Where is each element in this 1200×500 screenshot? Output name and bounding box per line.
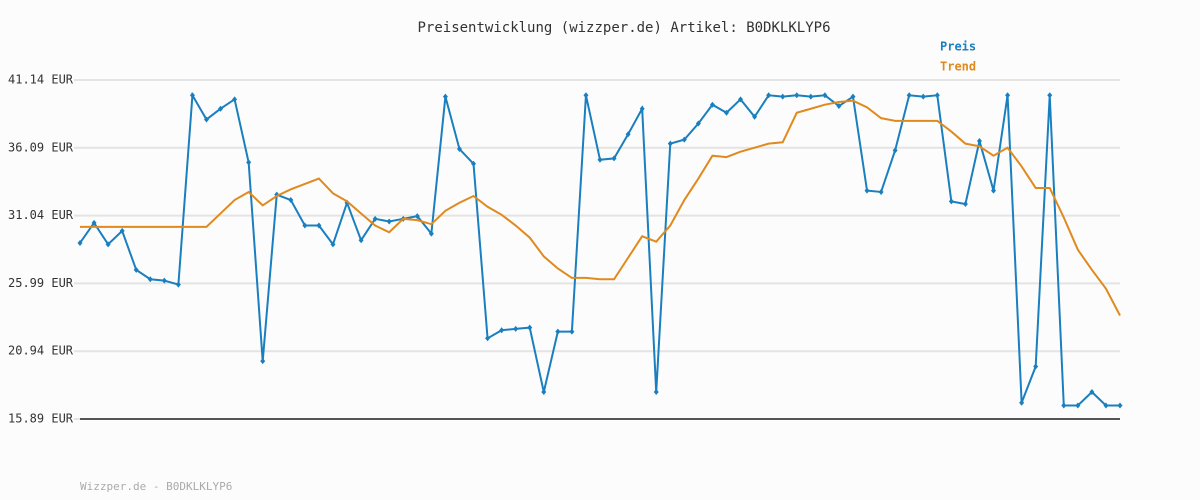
point: [850, 93, 856, 100]
y-tick-label: 41.14 EUR: [8, 73, 74, 87]
point: [189, 92, 195, 99]
point: [1075, 402, 1081, 409]
point: [878, 188, 884, 195]
point: [681, 136, 687, 143]
point: [1019, 399, 1025, 406]
point: [105, 241, 111, 248]
y-tick-label: 20.94 EUR: [8, 344, 74, 358]
point: [260, 358, 266, 365]
point: [77, 239, 83, 246]
point: [386, 218, 392, 225]
point: [527, 324, 533, 331]
point: [794, 92, 800, 99]
point: [864, 187, 870, 194]
y-tick-label: 31.04 EUR: [8, 208, 74, 222]
point: [499, 327, 505, 334]
point: [456, 146, 462, 153]
point: [133, 266, 139, 273]
point: [934, 92, 940, 99]
point: [555, 328, 561, 335]
point: [218, 105, 224, 112]
point: [752, 113, 758, 120]
point: [723, 109, 729, 116]
point: [1061, 402, 1067, 409]
point: [583, 92, 589, 99]
point: [302, 222, 308, 229]
point: [119, 227, 125, 234]
point: [667, 140, 673, 147]
point: [822, 92, 828, 99]
point: [513, 325, 519, 332]
point: [611, 155, 617, 162]
point: [1103, 402, 1109, 409]
line: [80, 99, 1121, 316]
point: [597, 156, 603, 163]
point: [639, 105, 645, 112]
point: [246, 159, 252, 166]
point: [316, 222, 322, 229]
point: [203, 116, 209, 123]
point: [428, 230, 434, 237]
point: [1033, 363, 1039, 370]
point: [161, 277, 167, 284]
footer: Wizzper.de - B0DKLKLYP6: [80, 480, 232, 493]
point: [1117, 402, 1123, 409]
point: [175, 281, 181, 288]
point: [485, 335, 491, 342]
point: [625, 131, 631, 138]
point: [976, 137, 982, 144]
point: [288, 197, 294, 204]
point: [1005, 92, 1011, 99]
point: [414, 213, 420, 220]
point: [569, 328, 575, 335]
point: [836, 103, 842, 110]
point: [147, 276, 153, 283]
point: [766, 92, 772, 99]
point: [541, 389, 547, 396]
point: [232, 96, 238, 103]
point: [330, 241, 336, 248]
point: [1047, 92, 1053, 99]
point: [1089, 389, 1095, 396]
point: [920, 93, 926, 100]
point: [709, 101, 715, 108]
point: [892, 147, 898, 154]
chart-title: Preisentwicklung (wizzper.de) Artikel: B…: [417, 20, 830, 36]
point: [738, 96, 744, 103]
legend-label: Preis: [940, 40, 976, 54]
point: [653, 389, 659, 396]
legend-label: Trend: [940, 60, 976, 74]
point: [808, 93, 814, 100]
point: [91, 219, 97, 226]
y-tick-label: 25.99 EUR: [8, 276, 74, 290]
point: [372, 215, 378, 222]
point: [780, 93, 786, 100]
y-tick-label: 36.09 EUR: [8, 140, 74, 154]
point: [358, 237, 364, 244]
point: [695, 120, 701, 127]
point: [906, 92, 912, 99]
y-tick-label: 15.89 EUR: [8, 412, 74, 426]
point: [471, 160, 477, 167]
point: [962, 201, 968, 208]
point: [948, 198, 954, 205]
point: [991, 187, 997, 194]
point: [442, 93, 448, 100]
